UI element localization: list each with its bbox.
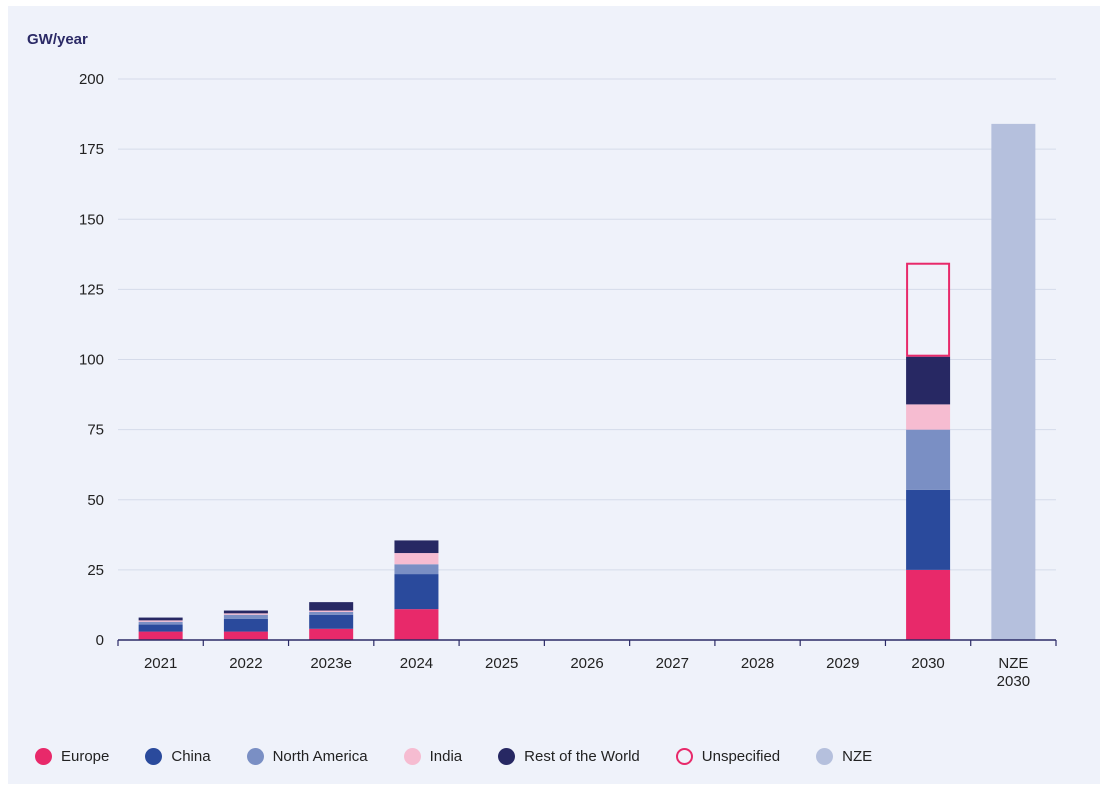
y-tick-label: 25 [87, 562, 104, 579]
bar-segment-india [906, 404, 951, 430]
legend-swatch [403, 747, 421, 765]
legend-swatch [35, 747, 52, 765]
y-tick-label: 75 [87, 422, 104, 439]
legend-item-europe: Europe [35, 747, 110, 765]
legend-swatch [145, 747, 163, 765]
x-tick-label: 2026 [570, 655, 603, 672]
bar-segment-china [309, 614, 354, 629]
y-tick-label: 150 [79, 211, 104, 228]
bar-segment-china [138, 624, 183, 632]
legend-label: China [171, 747, 211, 765]
y-tick-label: 100 [79, 352, 104, 369]
legend-swatch [498, 747, 516, 765]
bar-segment-china [223, 618, 268, 632]
legend-swatch [246, 747, 264, 765]
x-tick-label: 2028 [741, 655, 774, 672]
x-tick-label: 2023e [310, 655, 352, 672]
x-tick-label: 2030 [911, 655, 944, 672]
legend-item-north-america: North America [246, 747, 368, 765]
legend-swatch [816, 747, 834, 765]
x-tick-label: NZE 2030 [997, 655, 1030, 690]
x-tick-label: 2022 [229, 655, 262, 672]
bar-segment-rest-of-the-world [138, 617, 183, 621]
y-tick-label: 0 [96, 632, 104, 649]
bar-segment-india [138, 620, 183, 622]
bar-segment-india [223, 613, 268, 615]
x-tick-label: 2029 [826, 655, 859, 672]
x-tick-label: 2024 [400, 655, 433, 672]
bar-segment-north-america [309, 611, 354, 615]
bar-segment-rest-of-the-world [223, 610, 268, 614]
bar-segment-china [906, 489, 951, 570]
legend-item-india: India [403, 747, 463, 765]
legend-label: India [429, 747, 463, 765]
legend-label: Unspecified [701, 747, 781, 765]
bar-segment-north-america [138, 621, 183, 625]
legend-label: North America [272, 747, 368, 765]
y-tick-label: 200 [79, 71, 104, 88]
legend-label: Europe [61, 747, 110, 765]
bar-segment-nze [991, 123, 1036, 640]
bar-segment-north-america [394, 564, 439, 575]
bar-segment-north-america [906, 429, 951, 490]
y-tick-label: 125 [79, 281, 104, 298]
bar-segment-north-america [223, 614, 268, 619]
legend-item-nze: NZE [816, 747, 873, 765]
bar-segment-europe [138, 631, 183, 640]
y-tick-label: 175 [79, 141, 104, 158]
x-tick-label: 2021 [144, 655, 177, 672]
bar-segment-europe [906, 569, 951, 640]
bar-segment-europe [309, 628, 354, 640]
bar-segment-unspecified [906, 262, 951, 357]
bar-segment-india [394, 553, 439, 565]
legend-swatch [675, 747, 693, 765]
legend-item-china: China [145, 747, 211, 765]
bar-segment-rest-of-the-world [309, 602, 354, 611]
legend-item-unspecified: Unspecified [675, 747, 781, 765]
bar-segment-europe [394, 609, 439, 640]
bar-segment-rest-of-the-world [394, 540, 439, 554]
bar-segment-rest-of-the-world [906, 356, 951, 405]
bar-segment-china [394, 574, 439, 610]
x-tick-label: 2027 [656, 655, 689, 672]
y-axis-label: GW/year [27, 31, 88, 48]
legend-item-rest-of-the-world: Rest of the World [498, 747, 640, 765]
legend-label: Rest of the World [524, 747, 640, 765]
bar-segment-europe [223, 631, 268, 640]
y-tick-label: 50 [87, 492, 104, 509]
chart-legend: Europe China North America India Rest of the… [35, 745, 908, 767]
legend-label: NZE [842, 747, 873, 765]
bar-segment-india [309, 610, 354, 612]
x-tick-label: 2025 [485, 655, 518, 672]
